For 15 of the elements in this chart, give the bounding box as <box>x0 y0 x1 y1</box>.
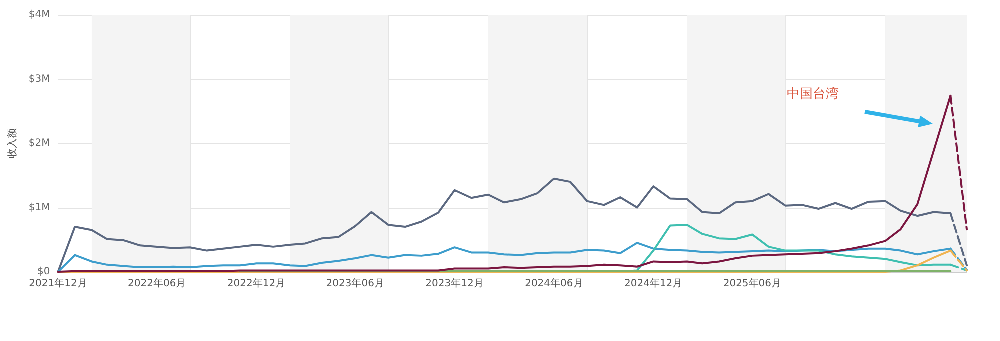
x-tick-label: 2022年06月 <box>128 278 186 290</box>
y-tick-label: $4M <box>28 10 50 20</box>
y-tick-label: $1M <box>28 202 50 214</box>
x-tick-label: 2024年06月 <box>525 278 584 290</box>
x-tick-label: 2021年12月 <box>29 278 88 290</box>
x-tick-label: 2023年06月 <box>326 278 384 290</box>
y-tick-label: $3M <box>28 74 50 85</box>
x-tick-label: 2024年12月 <box>624 278 683 290</box>
x-tick-label: 2025年06月 <box>723 278 782 290</box>
y-tick-label: $2M <box>28 138 50 149</box>
y-tick-label: $0 <box>38 266 50 278</box>
y-axis-title: 收入额 <box>6 128 18 158</box>
annotation: 中国台湾 <box>787 86 839 102</box>
x-tick-label: 2022年12月 <box>227 278 286 290</box>
x-tick-label: 2023年12月 <box>426 278 484 290</box>
